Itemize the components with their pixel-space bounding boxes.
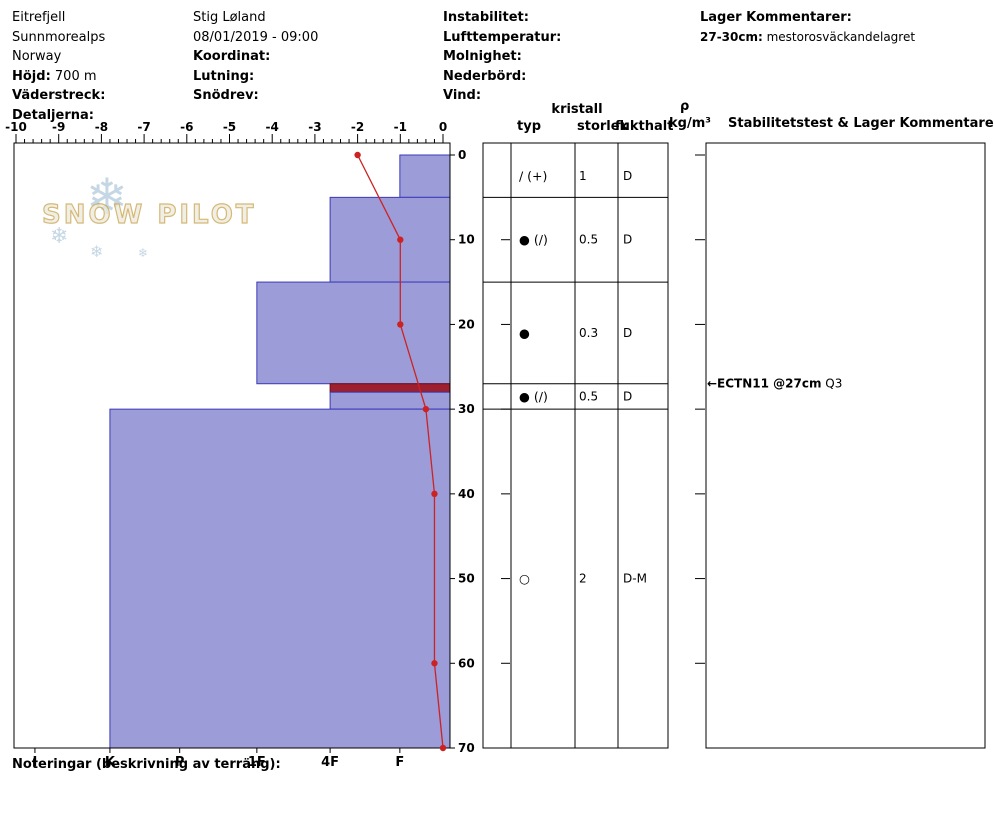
temperature-point: [397, 236, 404, 243]
temp-axis-label: -7: [137, 120, 150, 134]
temp-axis-label: -3: [308, 120, 321, 134]
grain-wetness: D: [623, 169, 632, 183]
temp-axis-label: -1: [394, 120, 407, 134]
header-field: Eitrefjell: [12, 10, 66, 25]
grain-size: 2: [579, 572, 587, 586]
depth-axis-label: 20: [458, 317, 475, 331]
grain-type: / (+): [519, 169, 547, 184]
grain-size: 0.5: [579, 233, 598, 247]
temp-axis-label: -4: [266, 120, 279, 134]
header-column: Instabilitet: Lufttemperatur: Molnighet:…: [443, 8, 566, 106]
grain-type: ●: [519, 325, 530, 340]
header-field: Lutning:: [193, 68, 255, 84]
header-field: Snödrev:: [193, 88, 259, 103]
hardness-axis-label: P: [175, 755, 185, 770]
depth-axis-label: 0: [458, 148, 466, 162]
header-column: Lager Kommentarer: 27-30cm: mestorosväck…: [700, 8, 915, 47]
temperature-point: [439, 744, 447, 752]
depth-axis-label: 70: [458, 741, 475, 755]
kristall-header: kristall: [551, 102, 603, 117]
typ-header: typ: [517, 119, 541, 134]
stability-box-border: [705, 142, 986, 749]
temp-axis-label: -10: [5, 120, 27, 134]
temperature-point: [397, 321, 404, 328]
grain-wetness: D: [623, 389, 632, 403]
temp-axis-label: -6: [180, 120, 193, 134]
depth-axis-label: 10: [458, 233, 475, 247]
temperature-point: [431, 660, 438, 667]
depth-axis-label: 50: [458, 572, 475, 586]
hardness-axis-label: 4F: [321, 755, 339, 770]
header-field: Väderstreck:: [12, 88, 106, 103]
header-field: Sunnmorealps: [12, 29, 106, 45]
grain-type: ● (/): [519, 389, 548, 404]
temp-axis-label: -2: [351, 120, 364, 134]
depth-axis-label: 60: [458, 656, 475, 670]
header-field: Norway: [12, 49, 62, 64]
grain-size: 0.3: [579, 326, 598, 340]
grain-wetness: D: [623, 326, 632, 340]
header-field: Höjd: 700 m: [12, 68, 97, 84]
header-column: Stig Løland 08/01/2019 - 09:00 Koordinat: …: [193, 8, 318, 106]
header-field: Vind:: [443, 88, 482, 103]
flagged-snow-layer: [329, 383, 451, 393]
snow-layer: [329, 391, 451, 410]
header-field: 08/01/2019 - 09:00: [193, 29, 319, 45]
grain-wetness: D: [623, 233, 632, 247]
header-field: Lufttemperatur:: [443, 29, 562, 45]
snow-layer: [399, 154, 451, 198]
rho-header: ρ: [680, 99, 690, 114]
temp-axis-label: -5: [223, 120, 236, 134]
header-field: Instabilitet:: [443, 10, 529, 25]
header-field: Molnighet:: [443, 49, 522, 64]
temperature-point: [422, 405, 430, 413]
header-field: Stig Løland: [193, 10, 266, 25]
depth-axis-label: 40: [458, 487, 475, 501]
grain-size: 1: [579, 169, 587, 183]
hardness-axis-label: I: [33, 755, 38, 770]
temperature-point: [431, 490, 438, 498]
temp-axis-label: -9: [52, 120, 65, 134]
rho-unit-header: kg/m³: [669, 116, 711, 131]
snowflake-icon: ❄: [86, 168, 128, 226]
temperature-point: [354, 151, 361, 159]
storlek-header: storlek: [577, 119, 629, 134]
stability-header: Stabilitetstest & Lager Kommentarer: [728, 116, 994, 131]
stability-test-annotation: ←ECTN11 @27cm Q3: [707, 377, 842, 391]
plot-border: [13, 142, 451, 749]
snowpilot-logo-text: SNOW PILOT: [41, 199, 257, 230]
fukthalt-header: fukthalt: [615, 119, 674, 134]
grain-size: 0.5: [579, 389, 598, 403]
snow-layer: [329, 196, 451, 283]
hardness-axis-label: 1F: [248, 755, 266, 770]
header-field: Lager Kommentarer:: [700, 10, 852, 25]
temp-axis-label: 0: [439, 120, 447, 134]
snowflake-icon: ❄: [50, 224, 69, 249]
header-field: 27-30cm: mestorosväckandelagret: [700, 29, 916, 44]
header-field: Detaljerna:: [12, 107, 94, 123]
header-column: Eitrefjell Sunnmorealps Norway Höjd: 700 m V…: [12, 8, 110, 125]
grain-type: ○: [519, 571, 530, 586]
depth-axis-label: 30: [458, 402, 475, 416]
noteringar-label: Noteringar (beskrivning av terräng):: [12, 757, 281, 772]
hardness-axis-label: F: [395, 755, 404, 770]
snow-layer: [256, 281, 451, 385]
snowflake-icon: ❄: [90, 242, 104, 261]
grain-wetness: D-M: [623, 572, 647, 586]
header-field: Koordinat:: [193, 49, 271, 64]
grain-type: ● (/): [519, 232, 548, 247]
header-field: Nederbörd:: [443, 68, 527, 84]
hardness-axis-label: K: [105, 755, 116, 770]
snow-layer: [109, 408, 451, 749]
snowflake-icon: ❄: [138, 246, 149, 260]
temp-axis-label: -8: [95, 120, 108, 134]
